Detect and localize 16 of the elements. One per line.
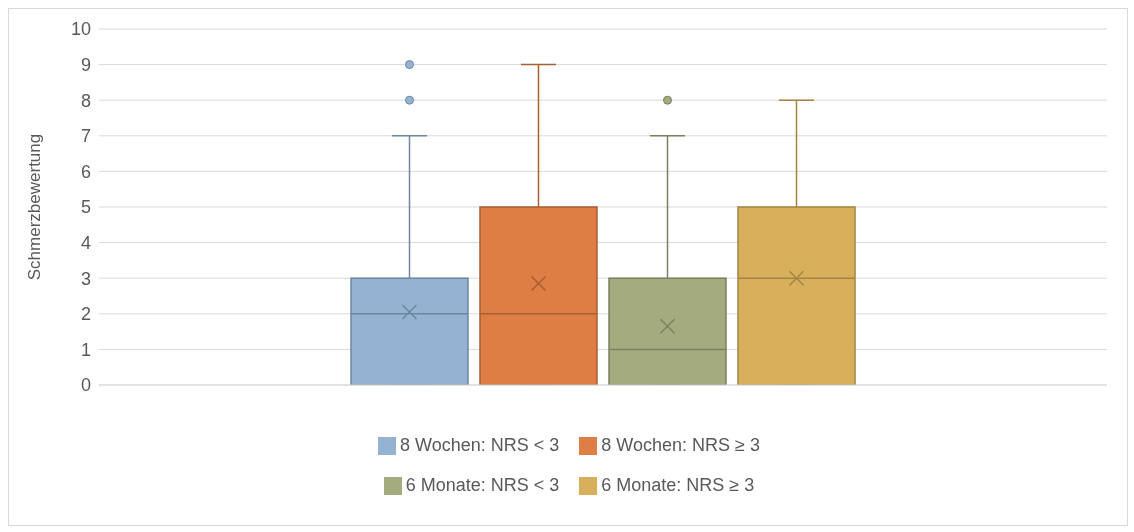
y-tick-label: 1: [80, 339, 91, 360]
legend-label: 6 Monate: NRS ≥ 3: [601, 475, 755, 495]
legend-label: 8 Wochen: NRS ≥ 3: [601, 435, 760, 455]
y-tick-label: 0: [80, 375, 91, 396]
legend-label: 6 Monate: NRS < 3: [405, 475, 560, 495]
y-tick-label: 3: [80, 268, 91, 289]
y-tick-label: 7: [80, 126, 91, 147]
y-tick-label: 2: [80, 304, 91, 325]
legend-label: 8 Wochen: NRS < 3: [400, 435, 560, 455]
y-tick-label: 9: [80, 54, 91, 75]
y-tick-label: 6: [80, 161, 91, 182]
y-tick-label: 10: [70, 19, 91, 40]
y-tick-label: 8: [80, 90, 91, 111]
y-tick-label: 4: [80, 232, 91, 253]
y-tick-label: 5: [80, 197, 91, 218]
y-axis-title: Schmerzbewertung: [25, 133, 45, 281]
